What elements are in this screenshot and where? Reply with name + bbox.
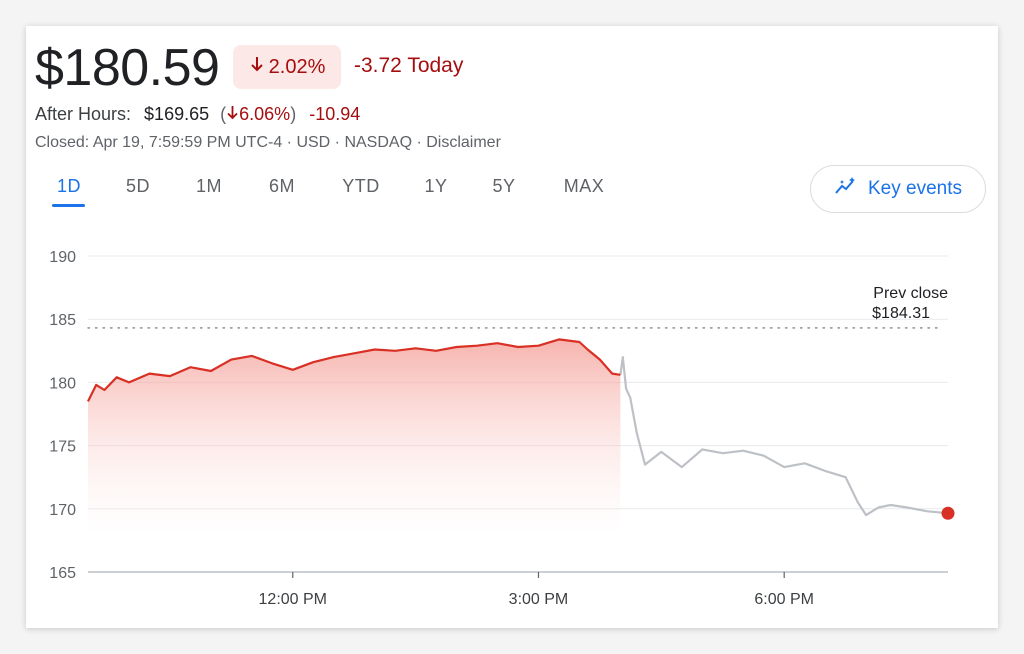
axis-labels: 165 170 175 180 185 190 12:00 PM 3:00 PM 6:00 PM xyxy=(49,249,814,608)
key-events-button[interactable]: Key events xyxy=(810,165,986,213)
tab-6m[interactable]: 6M xyxy=(268,176,296,196)
prev-close-value: $184.31 xyxy=(872,305,930,322)
after-hours-change: -10.94 xyxy=(309,104,361,124)
tab-1y[interactable]: 1Y xyxy=(424,176,448,196)
after-hours-row: After Hours: $169.65 (6.06%) -10.94 xyxy=(35,104,360,125)
tab-1m[interactable]: 1M xyxy=(195,176,223,196)
current-price: $180.59 xyxy=(35,39,220,97)
y-tick-label: 190 xyxy=(49,249,76,266)
after-hours-line xyxy=(619,356,949,517)
after-hours-pct: 6.06% xyxy=(239,104,291,124)
y-tick-label: 180 xyxy=(49,375,76,392)
arrow-down-icon xyxy=(226,104,239,124)
y-tick-label: 170 xyxy=(49,502,76,519)
tab-5d[interactable]: 5D xyxy=(125,176,151,196)
y-tick-label: 175 xyxy=(49,439,76,456)
area-fill-layer xyxy=(88,339,621,530)
active-tab-indicator xyxy=(52,204,85,207)
tab-5y[interactable]: 5Y xyxy=(492,176,516,196)
y-tick-label: 185 xyxy=(49,312,76,329)
change-percent-badge: 2.02% xyxy=(233,45,341,89)
y-tick-label: 165 xyxy=(49,565,76,582)
x-tick-label: 3:00 PM xyxy=(509,591,569,608)
regular-session-line xyxy=(87,338,621,402)
tab-1d[interactable]: 1D xyxy=(56,176,82,196)
key-events-label: Key events xyxy=(868,178,962,199)
series-lines xyxy=(87,338,955,520)
sparkle-chart-icon xyxy=(834,176,868,202)
price-chart: Prev close $184.31 165 170 175 180 185 190 12:0… xyxy=(49,249,955,608)
arrow-down-icon xyxy=(249,55,265,79)
x-tick-label: 6:00 PM xyxy=(754,591,814,608)
change-today: -3.72 Today xyxy=(354,54,464,77)
change-percent: 2.02% xyxy=(268,55,326,78)
after-hours-pct-group: (6.06%) xyxy=(220,104,297,124)
last-price-dot xyxy=(941,506,955,520)
after-hours-price: $169.65 xyxy=(144,104,210,124)
tab-max[interactable]: MAX xyxy=(563,176,605,196)
regular-session-area xyxy=(88,339,621,530)
prev-close-label: Prev close xyxy=(873,285,948,302)
tab-ytd[interactable]: YTD xyxy=(342,176,380,196)
stock-quote-card: $180.59 2.02% -3.72 Today After Hours: $… xyxy=(26,26,998,628)
market-status: Closed: Apr 19, 7:59:59 PM UTC-4 · USD ·… xyxy=(35,134,501,151)
after-hours-label: After Hours: xyxy=(35,104,132,124)
x-tick-label: 12:00 PM xyxy=(259,591,327,608)
prev-close-line: Prev close $184.31 xyxy=(87,285,948,329)
